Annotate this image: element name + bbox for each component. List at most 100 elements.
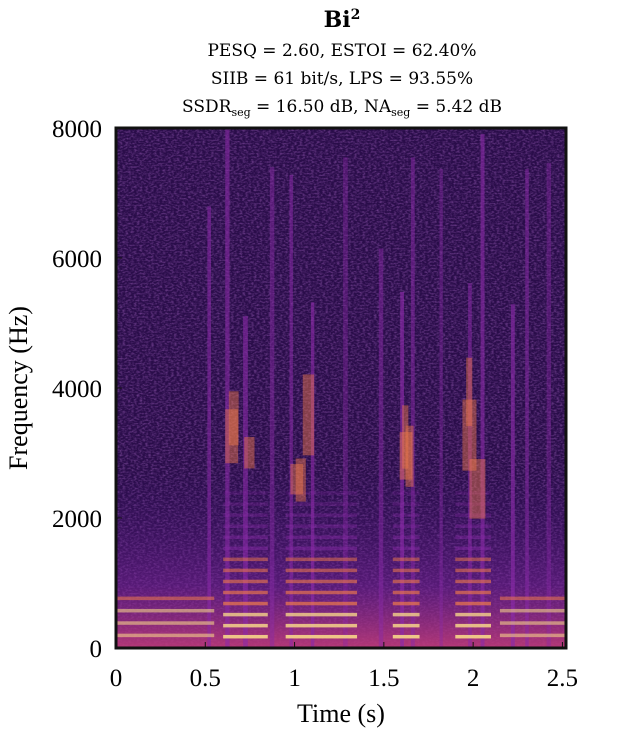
subtitle-text: SSDR <box>182 97 233 117</box>
harmonic-band <box>116 621 215 625</box>
harmonic-band <box>392 524 420 528</box>
x-tick-label: 0 <box>110 665 123 692</box>
onset-streak <box>410 157 415 648</box>
harmonic-band <box>455 524 491 528</box>
harmonic-band <box>223 546 268 551</box>
harmonic-band <box>116 633 215 638</box>
formant-patch <box>295 458 306 502</box>
harmonic-band <box>499 596 566 601</box>
harmonic-band <box>285 568 358 573</box>
x-tick-label: 2 <box>467 665 480 692</box>
y-tick-label: 0 <box>90 636 103 663</box>
harmonic-band <box>392 601 420 606</box>
subtitle-text: = 5.42 dB <box>410 97 502 117</box>
harmonic-band <box>285 546 358 551</box>
y-axis-label: Frequency (Hz) <box>4 306 33 470</box>
harmonic-band <box>223 502 268 506</box>
onset-streak <box>269 167 275 648</box>
harmonic-band <box>285 601 358 606</box>
harmonic-band <box>499 621 566 625</box>
harmonic-band <box>455 535 491 539</box>
subtitle-text: PESQ = 2.60, ESTOI = 62.40% <box>207 41 476 61</box>
harmonic-band <box>392 546 420 551</box>
x-tick-label: 0.5 <box>190 665 221 692</box>
harmonic-band <box>455 579 491 584</box>
chart-subtitle: PESQ = 2.60, ESTOI = 62.40% SIIB = 61 bit… <box>182 41 502 119</box>
harmonic-band <box>455 568 491 573</box>
harmonic-band <box>223 557 268 562</box>
low-frequency-energy-band <box>116 128 566 648</box>
x-tick-label: 2.5 <box>547 665 578 692</box>
harmonic-band <box>285 524 358 528</box>
vertical-onset-streaks <box>207 128 552 648</box>
onset-streak <box>400 291 404 648</box>
harmonic-band <box>392 535 420 539</box>
y-tick-label: 6000 <box>52 246 102 273</box>
harmonic-band <box>455 491 491 495</box>
subscript-text: seg <box>391 106 410 119</box>
harmonic-band <box>392 491 420 495</box>
x-axis-ticks: 0 0.5 1 1.5 2 2.5 <box>110 642 578 692</box>
formant-patch <box>244 437 255 469</box>
harmonic-band <box>223 524 268 528</box>
harmonic-band <box>285 513 358 517</box>
subscript-text: seg <box>231 106 250 119</box>
harmonic-band <box>223 612 268 617</box>
harmonic-band <box>223 491 268 495</box>
x-axis-label: Time (s) <box>297 699 385 728</box>
harmonic-band <box>285 579 358 584</box>
harmonic-bands <box>116 357 566 639</box>
harmonic-band <box>392 623 420 628</box>
harmonic-band <box>285 557 358 562</box>
onset-streak <box>546 162 552 648</box>
chart-title-text: Bi <box>324 7 351 33</box>
onset-streak <box>343 157 348 648</box>
onset-streak <box>525 169 529 648</box>
y-axis-ticks: 0 2000 4000 6000 8000 <box>52 116 122 663</box>
formant-patch <box>469 459 486 519</box>
harmonic-band <box>455 546 491 551</box>
onset-streak <box>289 174 293 648</box>
harmonic-band <box>455 612 491 617</box>
harmonic-band <box>285 634 358 639</box>
spectrogram-plot-area <box>116 128 566 648</box>
harmonic-band <box>455 634 491 639</box>
x-tick-label: 1.5 <box>368 665 399 692</box>
harmonic-band <box>223 568 268 573</box>
harmonic-band <box>285 590 358 595</box>
harmonic-band <box>392 612 420 617</box>
harmonic-band <box>223 535 268 539</box>
onset-streak <box>310 302 315 648</box>
harmonic-band <box>392 557 420 562</box>
formant-patch <box>405 425 414 487</box>
harmonic-band <box>499 633 566 638</box>
harmonic-band <box>285 535 358 539</box>
harmonic-band <box>392 513 420 517</box>
harmonic-band <box>285 502 358 506</box>
harmonic-band <box>116 596 215 601</box>
harmonic-band <box>392 502 420 506</box>
subtitle-text: SIIB = 61 bit/s, LPS = 93.55% <box>211 69 473 89</box>
harmonic-band <box>285 612 358 617</box>
harmonic-band <box>455 601 491 606</box>
harmonic-band <box>223 513 268 517</box>
formant-patch <box>290 464 304 495</box>
harmonic-band <box>455 557 491 562</box>
harmonic-band <box>116 608 215 613</box>
onset-streak <box>510 304 515 648</box>
harmonic-band <box>223 623 268 628</box>
harmonic-band <box>223 590 268 595</box>
harmonic-band <box>392 568 420 573</box>
harmonic-band <box>392 590 420 595</box>
harmonic-band <box>285 491 358 495</box>
x-tick-label: 1 <box>288 665 301 692</box>
onset-streak <box>468 283 472 648</box>
formant-patch <box>302 374 315 456</box>
formant-patch <box>225 409 239 464</box>
harmonic-band <box>455 590 491 595</box>
formant-patch <box>462 399 477 471</box>
onset-streak <box>439 169 443 648</box>
harmonic-band <box>223 579 268 584</box>
formant-patch <box>402 405 409 469</box>
y-tick-label: 4000 <box>52 376 102 403</box>
